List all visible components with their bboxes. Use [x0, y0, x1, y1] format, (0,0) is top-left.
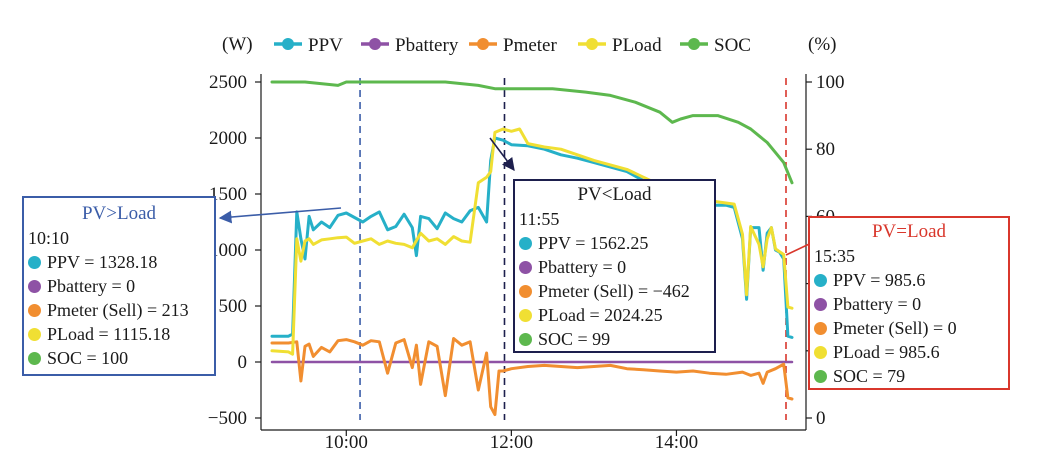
annotation-row: Pmeter (Sell) = 0 [814, 316, 1004, 340]
x-tick-label: 14:00 [655, 432, 698, 453]
legend-item-pload: PLoad [578, 35, 662, 56]
annotation-row-text: Pmeter (Sell) = −462 [538, 281, 690, 301]
legend-item-pbattery: Pbattery [361, 35, 459, 56]
time-markers [359, 78, 787, 420]
annotation-row: SOC = 99 [519, 327, 710, 351]
series-lines [270, 80, 794, 417]
legend-label: Pmeter [503, 35, 557, 56]
annotation-row: PPV = 1328.18 [28, 250, 210, 274]
legend-item-ppv: PPV [274, 35, 343, 56]
annotation-row-text: PLoad = 985.6 [833, 342, 940, 362]
series-line-pload [270, 127, 794, 356]
legend-swatch-dot [477, 38, 489, 50]
right-tick-label: 80 [816, 139, 835, 160]
annotation-row-text: Pbattery = 0 [833, 294, 922, 314]
annotation-title: PV=Load [871, 221, 947, 242]
annotation-box-mid: PV<Load 11:55 PPV = 1562.25 Pbattery = 0 Pme… [513, 179, 716, 353]
annotation-row-text: PPV = 1328.18 [47, 252, 158, 272]
series-dot-icon [28, 351, 41, 365]
annotation-box-right: PV=Load 15:35 PPV = 985.6 Pbattery = 0 Pmete… [808, 216, 1010, 390]
series-dot-icon [814, 345, 827, 359]
left-tick-label: 2000 [209, 128, 247, 149]
series-dot-icon [814, 273, 827, 287]
series-dot-icon [519, 236, 532, 250]
x-tick-label: 12:00 [490, 432, 533, 453]
series-dot-icon [519, 284, 532, 298]
left-tick-label: 0 [238, 352, 248, 373]
series-dot-icon [519, 332, 532, 346]
annotation-row-text: Pbattery = 0 [47, 276, 136, 296]
series-dot-icon [519, 308, 532, 322]
legend: PPV Pbattery Pmeter PLoad SOC [274, 35, 751, 56]
annotation-row-text: Pbattery = 0 [538, 257, 627, 277]
annotation-row-text: SOC = 99 [538, 329, 611, 349]
annotation-row-text: SOC = 79 [833, 366, 906, 386]
annotation-row: Pmeter (Sell) = 213 [28, 298, 210, 322]
legend-swatch-dot [688, 38, 700, 50]
annotation-row-text: Pmeter (Sell) = 213 [47, 300, 189, 320]
right-tick-label: 0 [816, 408, 826, 429]
legend-label: PPV [308, 35, 343, 56]
annotation-row-text: PPV = 1562.25 [538, 233, 649, 253]
right-tick-label: 100 [816, 72, 845, 93]
series-dot-icon [28, 279, 41, 293]
series-dot-icon [28, 327, 41, 341]
legend-item-pmeter: Pmeter [469, 35, 557, 56]
legend-swatch-dot [369, 38, 381, 50]
annotation-time: 10:10 [28, 228, 70, 248]
annotation-row: PLoad = 1115.18 [28, 322, 210, 346]
annotation-box-left: PV>Load 10:10 PPV = 1328.18 Pbattery = 0 Pme… [22, 196, 216, 376]
left-tick-label: 2500 [209, 72, 247, 93]
legend-swatch-dot [586, 38, 598, 50]
arrow-mid [489, 137, 515, 172]
annotation-row-text: SOC = 100 [47, 348, 129, 368]
axes: 25002000150010005000−50010080604020010:0… [208, 72, 845, 453]
annotation-row-text: PLoad = 1115.18 [47, 324, 171, 344]
annotation-row: Pbattery = 0 [28, 274, 210, 298]
series-dot-icon [814, 369, 827, 383]
legend-label: PLoad [612, 35, 662, 56]
left-tick-label: −500 [208, 408, 247, 429]
annotation-row: Pmeter (Sell) = −462 [519, 279, 710, 303]
annotation-time: 11:55 [519, 209, 560, 229]
series-dot-icon [814, 321, 827, 335]
legend-swatch-dot [282, 38, 294, 50]
legend-label: SOC [714, 35, 751, 56]
series-line-soc [270, 80, 794, 185]
series-dot-icon [28, 303, 41, 317]
annotation-row: PLoad = 2024.25 [519, 303, 710, 327]
annotation-row-text: Pmeter (Sell) = 0 [833, 318, 957, 338]
x-tick-label: 10:00 [325, 432, 368, 453]
left-axis-unit: (W) [222, 34, 253, 55]
series-dot-icon [28, 255, 41, 269]
annotation-row: PLoad = 985.6 [814, 340, 1004, 364]
left-tick-label: 1500 [209, 184, 247, 205]
annotation-title: PV>Load [81, 203, 157, 224]
annotation-title: PV<Load [577, 184, 652, 205]
annotation-row: PPV = 1562.25 [519, 231, 710, 255]
series-dot-icon [814, 297, 827, 311]
annotation-row: PPV = 985.6 [814, 268, 1004, 292]
legend-item-soc: SOC [680, 35, 751, 56]
annotation-row: SOC = 79 [814, 364, 1004, 388]
series-line-pmeter [270, 337, 794, 417]
legend-label: Pbattery [395, 35, 459, 56]
annotation-time: 15:35 [814, 246, 856, 266]
annotation-row: Pbattery = 0 [519, 255, 710, 279]
left-tick-label: 500 [219, 296, 248, 317]
left-tick-label: 1000 [209, 240, 247, 261]
series-dot-icon [519, 260, 532, 274]
annotation-row-text: PPV = 985.6 [833, 270, 926, 290]
arrow-left [218, 207, 342, 224]
annotation-row: Pbattery = 0 [814, 292, 1004, 316]
annotation-row: SOC = 100 [28, 346, 210, 370]
right-axis-unit: (%) [808, 34, 836, 55]
annotation-row-text: PLoad = 2024.25 [538, 305, 663, 325]
